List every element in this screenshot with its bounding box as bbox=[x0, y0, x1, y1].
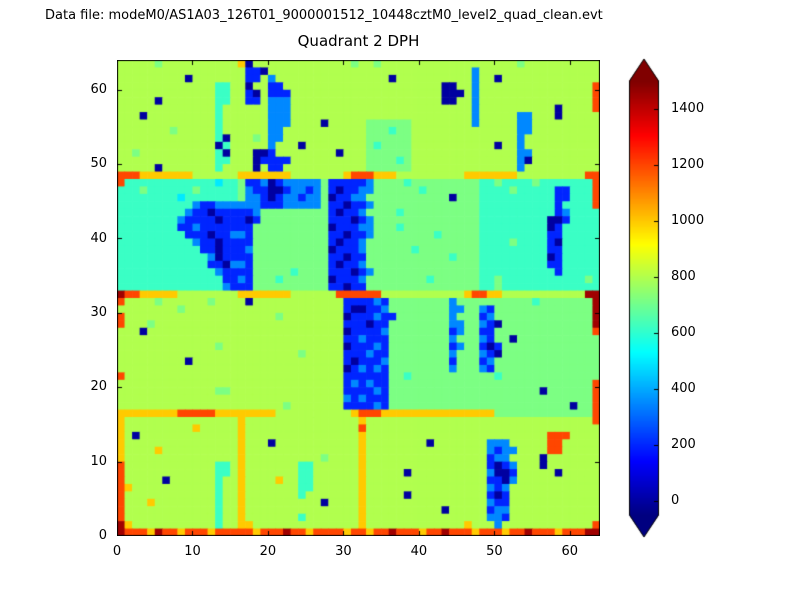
x-tick-label: 40 bbox=[410, 544, 428, 559]
x-tick-label: 60 bbox=[561, 544, 579, 559]
colorbar-tick-label: 0 bbox=[671, 493, 680, 508]
heatmap-canvas bbox=[117, 60, 600, 536]
x-tick-label: 50 bbox=[486, 544, 503, 559]
y-tick-label: 60 bbox=[90, 81, 107, 97]
colorbar bbox=[627, 57, 663, 539]
colorbar-tick-label: 800 bbox=[671, 269, 696, 284]
y-tick-label: 20 bbox=[90, 379, 107, 395]
heatmap-plot bbox=[117, 60, 600, 536]
data-file-label: Data file: modeM0/AS1A03_126T01_90000015… bbox=[45, 8, 603, 23]
colorbar-tick-label: 200 bbox=[671, 437, 696, 452]
x-tick-label: 30 bbox=[335, 544, 352, 559]
colorbar-canvas bbox=[627, 57, 663, 539]
y-tick-label: 50 bbox=[90, 156, 107, 172]
y-tick-label: 0 bbox=[98, 528, 107, 543]
y-tick-label: 40 bbox=[90, 230, 107, 246]
colorbar-tick-label: 1400 bbox=[671, 101, 705, 116]
colorbar-tick-label: 600 bbox=[671, 325, 696, 340]
plot-title: Quadrant 2 DPH bbox=[297, 32, 420, 50]
y-tick-label: 30 bbox=[90, 304, 107, 320]
x-tick-label: 0 bbox=[112, 544, 122, 559]
colorbar-tick-label: 1000 bbox=[671, 213, 705, 228]
x-tick-label: 20 bbox=[259, 544, 277, 559]
colorbar-tick-label: 1200 bbox=[671, 157, 705, 172]
x-tick-label: 10 bbox=[184, 544, 201, 559]
colorbar-tick-label: 400 bbox=[671, 381, 696, 396]
y-tick-label: 10 bbox=[90, 453, 107, 469]
